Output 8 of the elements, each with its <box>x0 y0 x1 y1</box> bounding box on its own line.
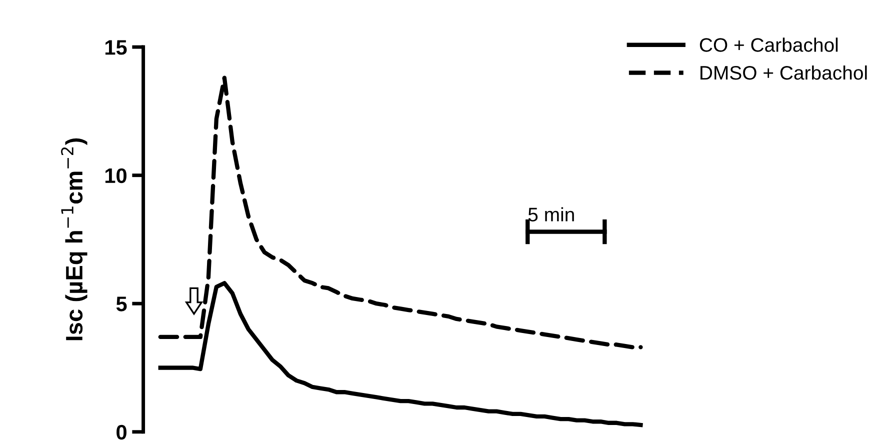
y-tick-label: 10 <box>105 168 126 184</box>
y-tick-label: 15 <box>105 40 127 55</box>
legend-label: DMSO + Carbachol <box>700 65 867 80</box>
y-tick-label: 0 <box>116 424 126 440</box>
legend-label: CO + Carbachol <box>700 38 838 52</box>
y-axis-title: Isc (µEq h$^{−1}$cm$^{−2}$) <box>61 138 88 340</box>
annotation: 5 min <box>528 207 574 222</box>
y-tick-label: 5 <box>116 296 127 312</box>
